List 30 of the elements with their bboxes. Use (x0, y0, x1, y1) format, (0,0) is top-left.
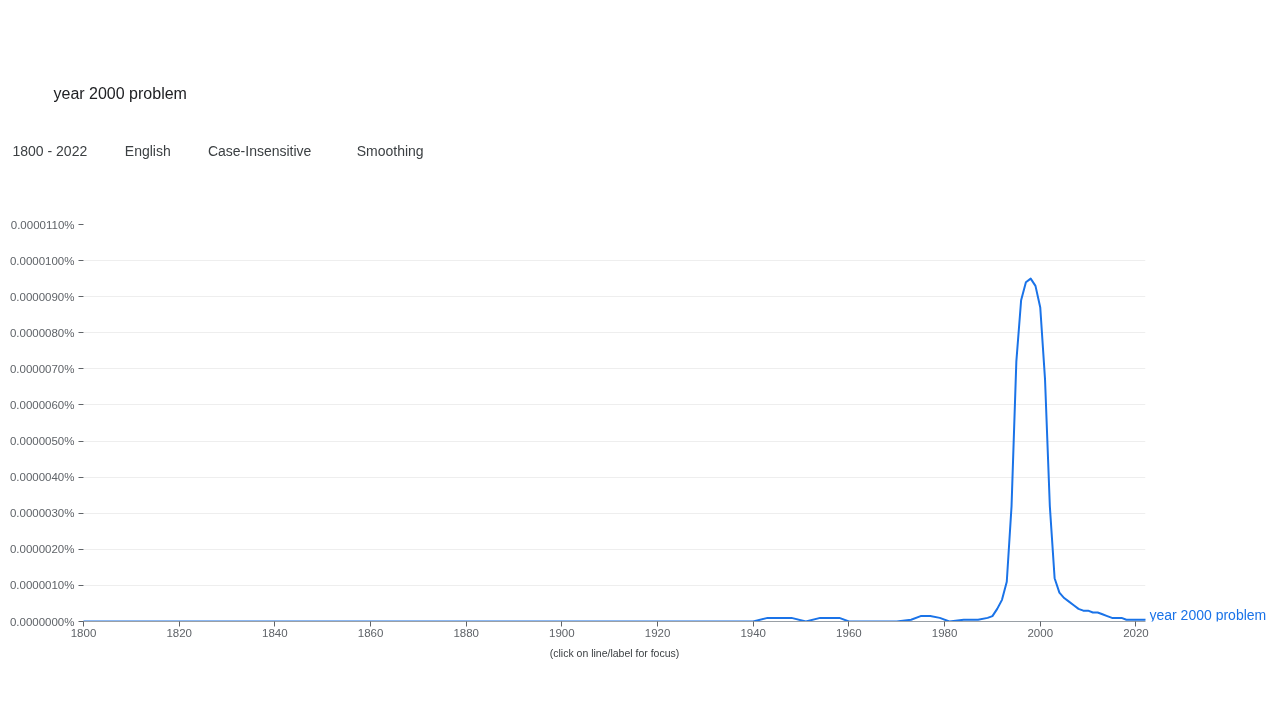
y-tick-label: 0.0000080% (9, 326, 75, 339)
y-tick-label: 0.0000010% (9, 579, 75, 592)
x-tick-label: 2020 (1123, 626, 1149, 639)
y-tick-label: 0.0000030% (9, 507, 75, 520)
y-tick-label: 0.0000070% (9, 362, 75, 375)
text: (click on line/label for focus) (549, 646, 680, 659)
text: 1800 - 2022 (12, 142, 88, 159)
text: Case-Insensitive (207, 142, 312, 159)
y-tick-label: 0.0000060% (9, 398, 75, 411)
x-tick-label: 1940 (740, 626, 767, 639)
x-tick-label: 1820 (166, 626, 192, 639)
y-tick-label: 0.0000110% (10, 218, 75, 231)
x-tick-label: 1840 (262, 626, 288, 639)
y-tick-label: 0.0000000% (9, 615, 75, 628)
chart-title: year 2000 problem (53, 85, 187, 102)
x-tick-label: 1980 (931, 626, 958, 639)
x-tick-label: 2000 (1027, 626, 1054, 639)
y-tick-label: 0.0000100% (9, 254, 75, 267)
x-tick-label: 1900 (549, 626, 575, 639)
y-tick-label: 0.0000020% (9, 543, 75, 556)
text: Smoothing (356, 142, 424, 159)
y-tick-label: 0.0000040% (9, 471, 75, 484)
y-tick-label: 0.0000090% (9, 290, 75, 303)
x-tick-label: 1960 (836, 626, 862, 639)
x-tick-label: 1860 (357, 626, 384, 639)
x-tick-label: 1920 (644, 626, 671, 639)
x-tick-label: 1800 (70, 626, 97, 639)
y-tick-label: 0.0000050% (9, 435, 75, 448)
text: English (124, 142, 171, 159)
x-tick-label: 1880 (453, 626, 479, 639)
